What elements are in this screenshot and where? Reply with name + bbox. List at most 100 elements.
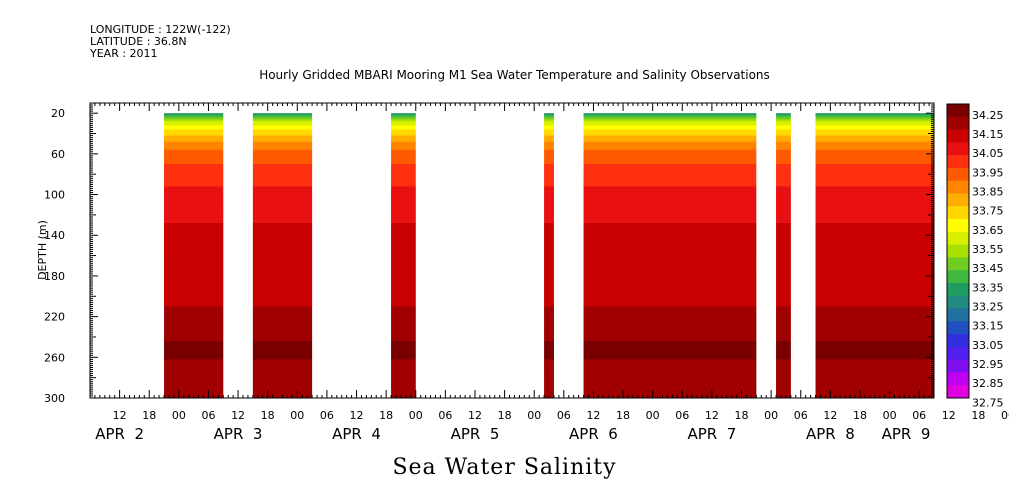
- salinity-band: [164, 324, 224, 328]
- salinity-band: [815, 304, 934, 307]
- salinity-band: [164, 190, 224, 194]
- salinity-band: [776, 265, 791, 269]
- salinity-band: [776, 231, 791, 234]
- x-tick-label: 00: [883, 409, 897, 422]
- data-segment: [776, 113, 791, 398]
- salinity-band: [252, 125, 313, 128]
- salinity-band: [544, 198, 554, 202]
- salinity-band: [583, 395, 757, 398]
- salinity-band: [583, 277, 757, 281]
- salinity-band: [391, 395, 416, 398]
- salinity-band: [164, 383, 224, 387]
- salinity-band: [252, 166, 313, 169]
- salinity-band: [544, 145, 554, 149]
- salinity-band: [776, 381, 791, 385]
- salinity-band: [252, 339, 313, 342]
- salinity-band: [815, 310, 934, 314]
- colorbar: 34.25 34.15 34.05 33.95 33.85 33.75 33.65 33.55…: [946, 103, 1004, 409]
- salinity-band: [252, 131, 313, 135]
- salinity-band: [252, 296, 313, 299]
- salinity-band: [815, 200, 934, 204]
- salinity-band: [815, 212, 934, 216]
- salinity-band: [252, 336, 313, 340]
- salinity-band: [252, 349, 313, 352]
- salinity-band: [164, 206, 224, 210]
- salinity-band: [776, 249, 791, 253]
- salinity-band: [776, 332, 791, 336]
- salinity-band: [544, 137, 554, 141]
- salinity-band: [391, 322, 416, 326]
- salinity-band: [164, 343, 224, 346]
- salinity-band: [391, 174, 416, 177]
- salinity-band: [164, 375, 224, 379]
- colorbar-swatch: [947, 180, 969, 194]
- salinity-band: [815, 355, 934, 358]
- salinity-band: [583, 381, 757, 385]
- data-segment: [815, 113, 934, 398]
- salinity-band: [544, 135, 554, 139]
- salinity-band: [776, 300, 791, 303]
- salinity-band: [252, 322, 313, 326]
- salinity-band: [776, 155, 791, 159]
- salinity-band: [252, 310, 313, 314]
- salinity-band: [252, 239, 313, 242]
- salinity-band: [164, 168, 224, 171]
- salinity-band: [252, 168, 313, 171]
- salinity-band: [815, 123, 934, 126]
- salinity-band: [252, 190, 313, 194]
- salinity-band: [164, 280, 224, 283]
- salinity-band: [544, 263, 554, 267]
- salinity-band: [391, 141, 416, 145]
- salinity-band: [815, 153, 934, 157]
- salinity-band: [544, 227, 554, 230]
- colorbar-swatch: [947, 219, 969, 233]
- salinity-band: [776, 349, 791, 352]
- salinity-band: [252, 115, 313, 118]
- salinity-band: [583, 127, 757, 130]
- salinity-band: [164, 306, 224, 309]
- salinity-band: [164, 253, 224, 257]
- salinity-band: [164, 149, 224, 153]
- colorbar-label: 33.05: [972, 339, 1004, 352]
- salinity-band: [776, 159, 791, 163]
- salinity-band: [583, 347, 757, 350]
- salinity-band: [776, 206, 791, 210]
- salinity-band: [164, 184, 224, 187]
- salinity-band: [164, 300, 224, 303]
- colorbar-swatch: [947, 155, 969, 169]
- salinity-band: [164, 318, 224, 322]
- salinity-band: [815, 385, 934, 389]
- salinity-band: [252, 314, 313, 318]
- salinity-band: [583, 389, 757, 393]
- salinity-band: [164, 273, 224, 277]
- salinity-band: [815, 365, 934, 368]
- x-day-label: APR 3: [214, 425, 263, 443]
- salinity-band: [544, 239, 554, 242]
- salinity-band: [252, 351, 313, 354]
- salinity-band: [544, 302, 554, 305]
- x-tick-label: 06: [320, 409, 334, 422]
- salinity-band: [391, 369, 416, 373]
- salinity-band: [583, 284, 757, 287]
- salinity-band: [776, 178, 791, 181]
- salinity-band: [391, 334, 416, 338]
- salinity-band: [544, 255, 554, 259]
- salinity-band: [544, 210, 554, 214]
- salinity-band: [252, 318, 313, 322]
- salinity-band: [544, 282, 554, 285]
- salinity-band: [164, 249, 224, 253]
- salinity-band: [776, 194, 791, 198]
- salinity-band: [164, 239, 224, 242]
- salinity-band: [583, 302, 757, 305]
- salinity-band: [391, 243, 416, 246]
- salinity-band: [252, 269, 313, 273]
- salinity-band: [544, 267, 554, 271]
- salinity-band: [544, 381, 554, 385]
- salinity-band: [776, 129, 791, 132]
- salinity-band: [164, 174, 224, 177]
- salinity-band: [544, 121, 554, 124]
- salinity-band: [776, 127, 791, 130]
- salinity-band: [391, 292, 416, 295]
- salinity-band: [252, 265, 313, 269]
- salinity-band: [815, 253, 934, 257]
